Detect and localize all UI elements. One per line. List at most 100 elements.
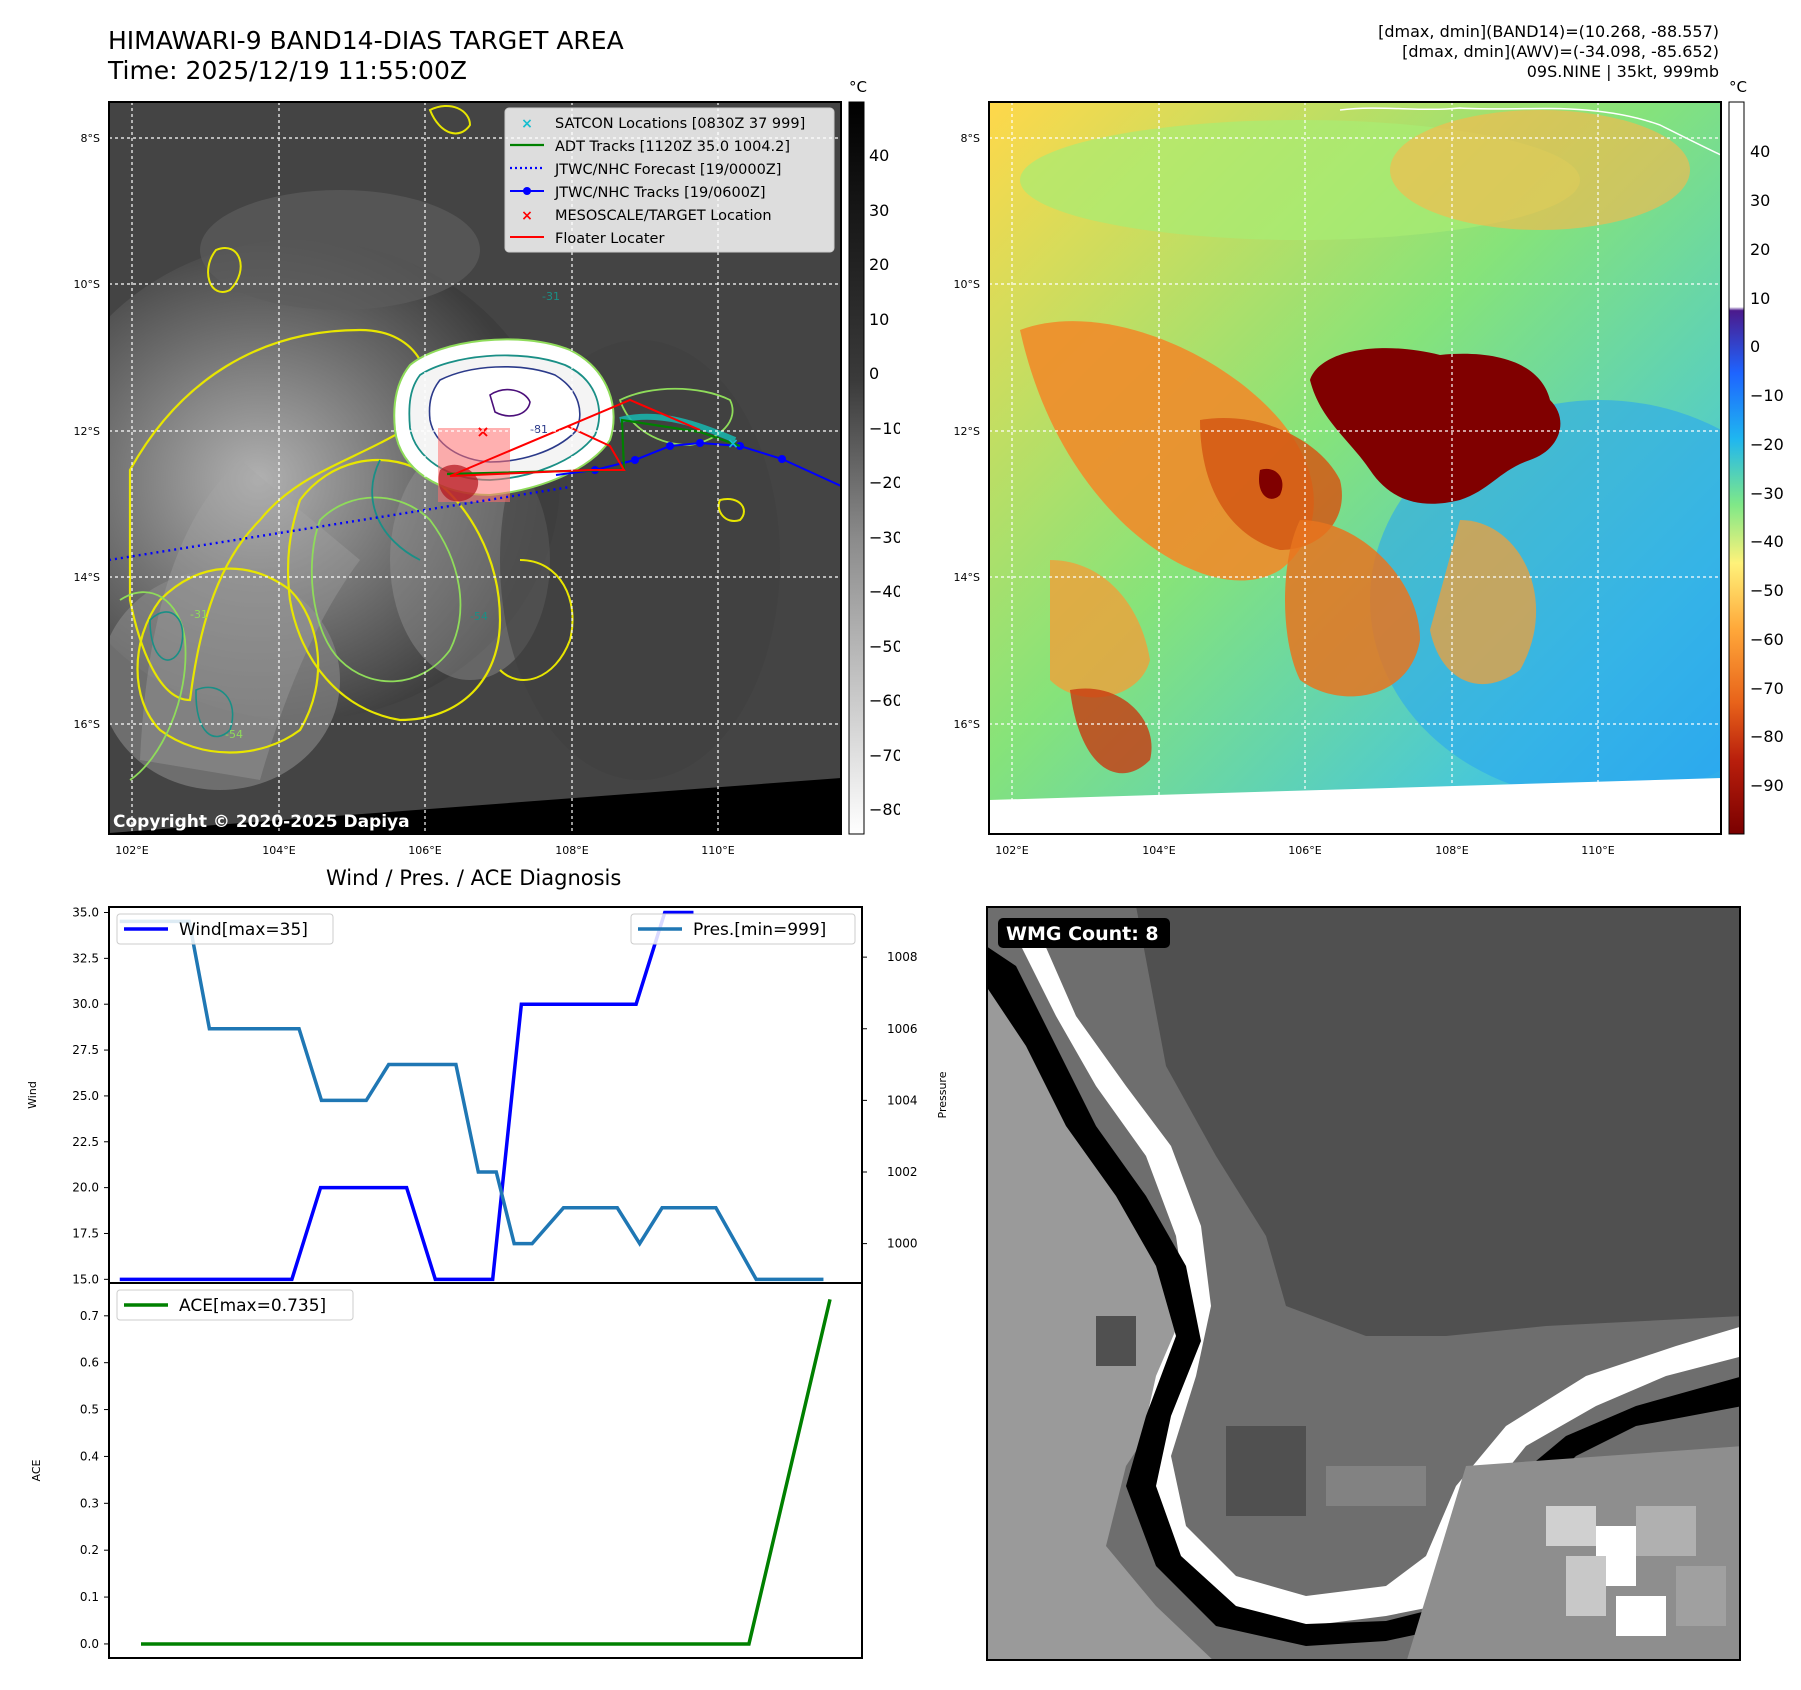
pressure-ytick-label: 1004 <box>887 1093 918 1107</box>
stats-awv: [dmax, dmin](AWV)=(-34.098, -85.652) <box>1402 42 1719 61</box>
svg-text:−60: −60 <box>1750 630 1784 649</box>
jtwc-track-line <box>555 441 841 487</box>
svg-text:−90: −90 <box>1750 776 1784 795</box>
svg-text:×: × <box>521 116 533 132</box>
svg-text:16°S: 16°S <box>954 718 980 731</box>
ir-lat-labels: 8°S 10°S 12°S 14°S 16°S <box>74 132 100 731</box>
svg-text:104°E: 104°E <box>1142 844 1175 857</box>
wind-ytick-label: 27.5 <box>72 1043 99 1057</box>
wv-gridlines <box>989 102 1721 834</box>
contour-yellow-west <box>128 328 429 702</box>
svg-text:−30: −30 <box>869 528 900 547</box>
ace-ytick-label: 0.2 <box>80 1543 99 1557</box>
svg-text:106°E: 106°E <box>1288 844 1321 857</box>
wind-series-line <box>119 910 694 1282</box>
svg-text:16°S: 16°S <box>74 718 100 731</box>
ir-panel: × × -81 -31 -54 -31 -54 Copyright © 2020… <box>74 78 900 857</box>
ir-lon-labels: 102°E 104°E 106°E 108°E 110°E <box>115 844 734 857</box>
contour-label-b: -31 <box>542 290 560 303</box>
legend-jtwc-forecast: JTWC/NHC Forecast [19/0000Z] <box>554 162 781 178</box>
pressure-legend-box <box>630 913 856 945</box>
svg-text:40: 40 <box>1750 142 1770 161</box>
ace-axes-frame <box>108 1282 863 1659</box>
title-text: HIMAWARI-9 BAND14-DIAS TARGET AREA <box>108 26 624 55</box>
ace-ytick-label: 0.6 <box>80 1356 99 1370</box>
svg-text:8°S: 8°S <box>961 132 980 145</box>
svg-text:10°S: 10°S <box>954 278 980 291</box>
svg-text:30: 30 <box>869 201 889 220</box>
ace-ytick-label: 0.1 <box>80 1590 99 1604</box>
svg-text:106°E: 106°E <box>408 844 441 857</box>
svg-text:12°S: 12°S <box>954 425 980 438</box>
legend-mesoscale: MESOSCALE/TARGET Location <box>555 208 772 224</box>
wmg-label-bg <box>998 918 1170 948</box>
pressure-ytick-label: 1002 <box>887 1165 918 1179</box>
pressure-axis-label: Pressure <box>936 1071 949 1118</box>
wv-cold-core <box>1310 348 1561 504</box>
ace-ytick-label: 0.3 <box>80 1496 99 1510</box>
pressure-ytick-label: 1008 <box>887 950 918 964</box>
contour-label-a: -81 <box>530 423 548 436</box>
svg-text:−40: −40 <box>1750 532 1784 551</box>
diagnosis-title: Wind / Pres. / ACE Diagnosis <box>326 866 622 890</box>
ace-legend-box <box>116 1289 354 1321</box>
wmg-panel: WMG Count: 8 <box>986 906 1741 1661</box>
svg-text:−20: −20 <box>869 473 900 492</box>
pressure-series-line <box>119 919 824 1282</box>
svg-text:10°S: 10°S <box>74 278 100 291</box>
wind-axis-label: Wind <box>26 1081 39 1109</box>
wv-colorbar-unit: °C <box>1729 78 1747 96</box>
svg-text:−40: −40 <box>869 582 900 601</box>
svg-text:0: 0 <box>869 364 879 383</box>
ir-colorbar-ticks: 40 30 20 10 0 −10 −20 −30 −40 −50 −60 −7… <box>869 146 900 819</box>
svg-text:102°E: 102°E <box>115 844 148 857</box>
ir-legend: × SATCON Locations [0830Z 37 999] ADT Tr… <box>504 107 835 253</box>
pressure-ytick-label: 1006 <box>887 1022 918 1036</box>
wmg-count-label: WMG Count: 8 <box>1006 923 1159 945</box>
svg-text:−50: −50 <box>1750 581 1784 600</box>
svg-text:10: 10 <box>1750 289 1770 308</box>
wind-ytick-label: 22.5 <box>72 1135 99 1149</box>
time-text: Time: 2025/12/19 11:55:00Z <box>108 56 467 85</box>
legend-adt: ADT Tracks [1120Z 35.0 1004.2] <box>555 139 790 155</box>
stats-band14: [dmax, dmin](BAND14)=(10.268, -88.557) <box>1378 22 1719 41</box>
svg-text:×: × <box>521 208 533 224</box>
svg-text:108°E: 108°E <box>555 844 588 857</box>
svg-text:102°E: 102°E <box>995 844 1028 857</box>
svg-text:30: 30 <box>1750 191 1770 210</box>
legend-floater: Floater Locater <box>555 231 664 247</box>
svg-text:0: 0 <box>1750 337 1760 356</box>
svg-text:12°S: 12°S <box>74 425 100 438</box>
ir-colorbar-unit: °C <box>849 78 867 96</box>
wind-ytick-label: 30.0 <box>72 997 99 1011</box>
svg-text:−60: −60 <box>869 691 900 710</box>
wind-legend-label: Wind[max=35] <box>179 920 308 940</box>
svg-text:−80: −80 <box>1750 727 1784 746</box>
wind-ytick-label: 25.0 <box>72 1089 99 1103</box>
ir-gridlines <box>109 102 841 834</box>
contour-label-e: -54 <box>225 728 243 741</box>
wv-colorbar <box>1728 101 1745 835</box>
svg-text:−50: −50 <box>869 637 900 656</box>
svg-text:20: 20 <box>1750 240 1770 259</box>
legend-satcon: SATCON Locations [0830Z 37 999] <box>555 116 805 132</box>
svg-text:−80: −80 <box>869 800 900 819</box>
svg-text:104°E: 104°E <box>262 844 295 857</box>
svg-text:−20: −20 <box>1750 435 1784 454</box>
diagnosis-chart: 15.0 17.5 20.0 22.5 25.0 27.5 30.0 32.5 35.0 1000… <box>26 906 949 1659</box>
contour-label-d: -31 <box>190 608 208 621</box>
ace-ytick-label: 0.7 <box>80 1309 99 1323</box>
svg-text:−70: −70 <box>869 746 900 765</box>
ace-legend-label: ACE[max=0.735] <box>179 1296 326 1316</box>
figure-title: HIMAWARI-9 BAND14-DIAS TARGET AREA Time:… <box>108 26 624 86</box>
svg-text:14°S: 14°S <box>954 571 980 584</box>
svg-text:10: 10 <box>869 310 889 329</box>
ace-axis-label: ACE <box>30 1459 43 1481</box>
wind-axes-frame <box>108 906 863 1284</box>
wind-legend-box <box>116 913 334 945</box>
contour-label-c: -54 <box>470 610 488 623</box>
svg-text:−10: −10 <box>1750 386 1784 405</box>
ace-series-line <box>141 1299 832 1646</box>
pressure-legend-label: Pres.[min=999] <box>693 920 826 940</box>
wind-ytick-label: 20.0 <box>72 1181 99 1195</box>
